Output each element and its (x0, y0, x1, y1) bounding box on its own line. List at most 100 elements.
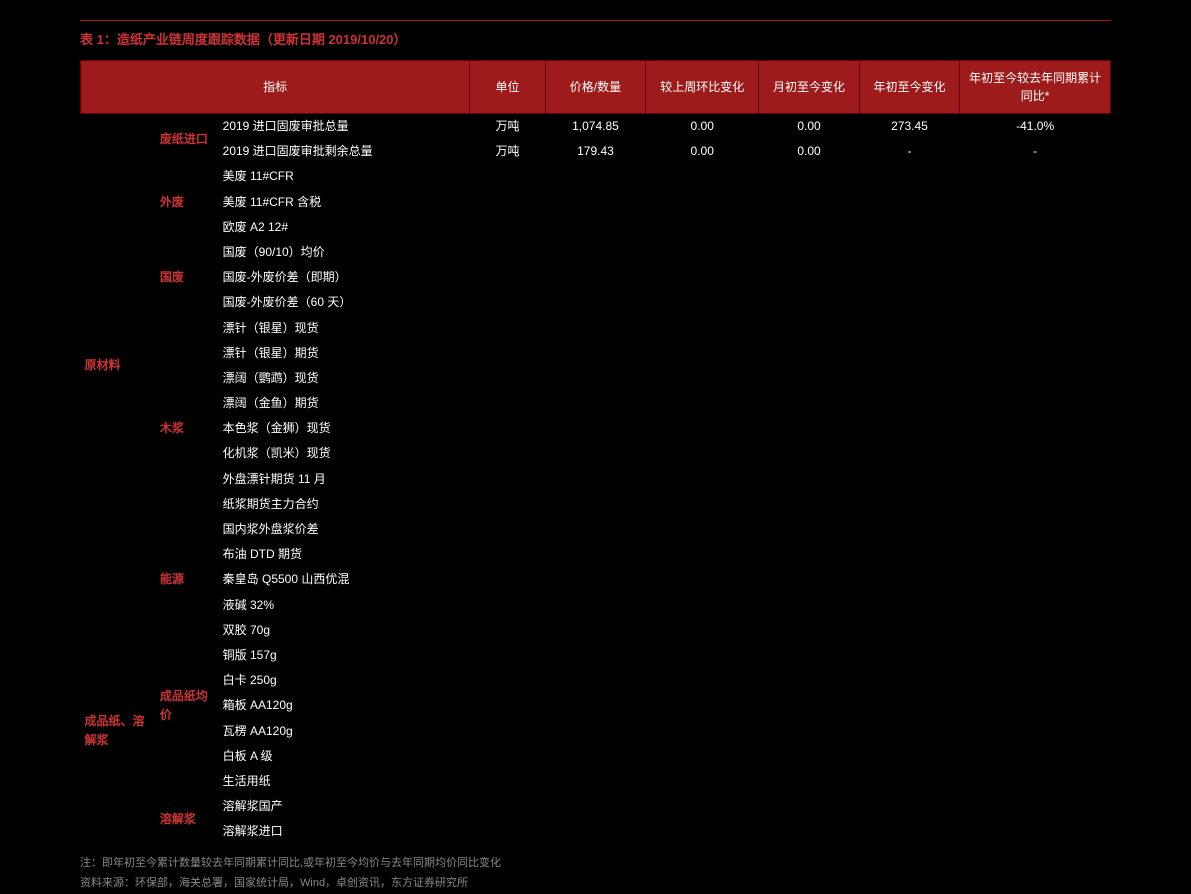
cell-value (646, 492, 759, 517)
cell-value (759, 492, 859, 517)
cell-value (859, 366, 959, 391)
cell-value (759, 341, 859, 366)
cell-value: 0.00 (759, 139, 859, 164)
cell-value (859, 416, 959, 441)
cell-value (470, 215, 545, 240)
table-row: 美废 11#CFR 含税 (81, 190, 1111, 215)
cell-value (545, 290, 645, 315)
cell-value (545, 467, 645, 492)
table-row: 国内浆外盘浆价差 (81, 517, 1111, 542)
cell-value (470, 618, 545, 643)
category-l2: 废纸进口 (156, 114, 219, 165)
cell-value (859, 744, 959, 769)
cell-value (759, 240, 859, 265)
cell-value (960, 719, 1111, 744)
cell-value (545, 164, 645, 189)
cell-value (545, 190, 645, 215)
cell-value (646, 467, 759, 492)
table-row: 铜版 157g (81, 643, 1111, 668)
cell-indicator: 漂针（银星）现货 (219, 316, 470, 341)
cell-value (646, 643, 759, 668)
table-row: 欧废 A2 12# (81, 215, 1111, 240)
header-indicator: 指标 (81, 61, 470, 114)
cell-value (470, 719, 545, 744)
cell-value (759, 517, 859, 542)
cell-indicator: 本色浆（金狮）现货 (219, 416, 470, 441)
cell-value (859, 794, 959, 819)
cell-value (470, 794, 545, 819)
header-mtd: 月初至今变化 (759, 61, 859, 114)
cell-value (470, 265, 545, 290)
table-header: 指标 单位 价格/数量 较上周环比变化 月初至今变化 年初至今变化 年初至今较去… (81, 61, 1111, 114)
table-row: 白板 A 级 (81, 744, 1111, 769)
cell-value: - (859, 139, 959, 164)
cell-value (545, 618, 645, 643)
table-row: 箱板 AA120g (81, 693, 1111, 718)
cell-value (759, 744, 859, 769)
category-l2: 木浆 (156, 316, 219, 543)
cell-value (960, 643, 1111, 668)
table-row: 外盘漂针期货 11 月 (81, 467, 1111, 492)
note-2: 资料来源：环保部，海关总署，国家统计局，Wind，卓创资讯，东方证券研究所 (80, 874, 1111, 894)
cell-value (759, 593, 859, 618)
cell-value (759, 668, 859, 693)
table-row: 外废美废 11#CFR (81, 164, 1111, 189)
cell-value (646, 366, 759, 391)
cell-value (646, 265, 759, 290)
cell-indicator: 瓦楞 AA120g (219, 719, 470, 744)
cell-indicator: 国内浆外盘浆价差 (219, 517, 470, 542)
cell-value: 0.00 (646, 114, 759, 140)
cell-value (759, 391, 859, 416)
cell-value (646, 341, 759, 366)
cell-value (859, 391, 959, 416)
table-row: 木浆漂针（银星）现货 (81, 316, 1111, 341)
cell-value (759, 769, 859, 794)
cell-value (859, 668, 959, 693)
category-l2: 外废 (156, 164, 219, 240)
cell-indicator: 漂阔（金鱼）期货 (219, 391, 470, 416)
table-row: 液碱 32% (81, 593, 1111, 618)
cell-indicator: 生活用纸 (219, 769, 470, 794)
cell-value (470, 341, 545, 366)
cell-value (470, 416, 545, 441)
cell-value (470, 366, 545, 391)
cell-value (545, 819, 645, 844)
cell-value (545, 643, 645, 668)
cell-indicator: 外盘漂针期货 11 月 (219, 467, 470, 492)
cell-value (759, 190, 859, 215)
cell-value (470, 316, 545, 341)
cell-value (545, 441, 645, 466)
cell-value (960, 819, 1111, 844)
cell-value (859, 769, 959, 794)
category-l2: 国废 (156, 240, 219, 316)
cell-value (960, 366, 1111, 391)
cell-value (759, 542, 859, 567)
table-title: 表 1：造纸产业链周度跟踪数据（更新日期 2019/10/20） (80, 32, 407, 47)
cell-value (470, 164, 545, 189)
cell-value: 179.43 (545, 139, 645, 164)
cell-value (759, 719, 859, 744)
cell-value (859, 719, 959, 744)
cell-value (759, 366, 859, 391)
table-row: 生活用纸 (81, 769, 1111, 794)
cell-indicator: 欧废 A2 12# (219, 215, 470, 240)
cell-indicator: 秦皇岛 Q5500 山西优混 (219, 567, 470, 592)
table-row: 瓦楞 AA120g (81, 719, 1111, 744)
cell-value (960, 441, 1111, 466)
cell-value (960, 693, 1111, 718)
cell-indicator: 铜版 157g (219, 643, 470, 668)
cell-indicator: 美废 11#CFR 含税 (219, 190, 470, 215)
cell-value (759, 215, 859, 240)
table-row: 溶解浆进口 (81, 819, 1111, 844)
cell-value (859, 819, 959, 844)
cell-value (545, 492, 645, 517)
cell-value (646, 567, 759, 592)
cell-value (470, 567, 545, 592)
cell-value (545, 265, 645, 290)
cell-value (646, 316, 759, 341)
cell-value (960, 593, 1111, 618)
cell-value (960, 164, 1111, 189)
cell-value (470, 467, 545, 492)
cell-value (646, 290, 759, 315)
cell-value: 0.00 (759, 114, 859, 140)
